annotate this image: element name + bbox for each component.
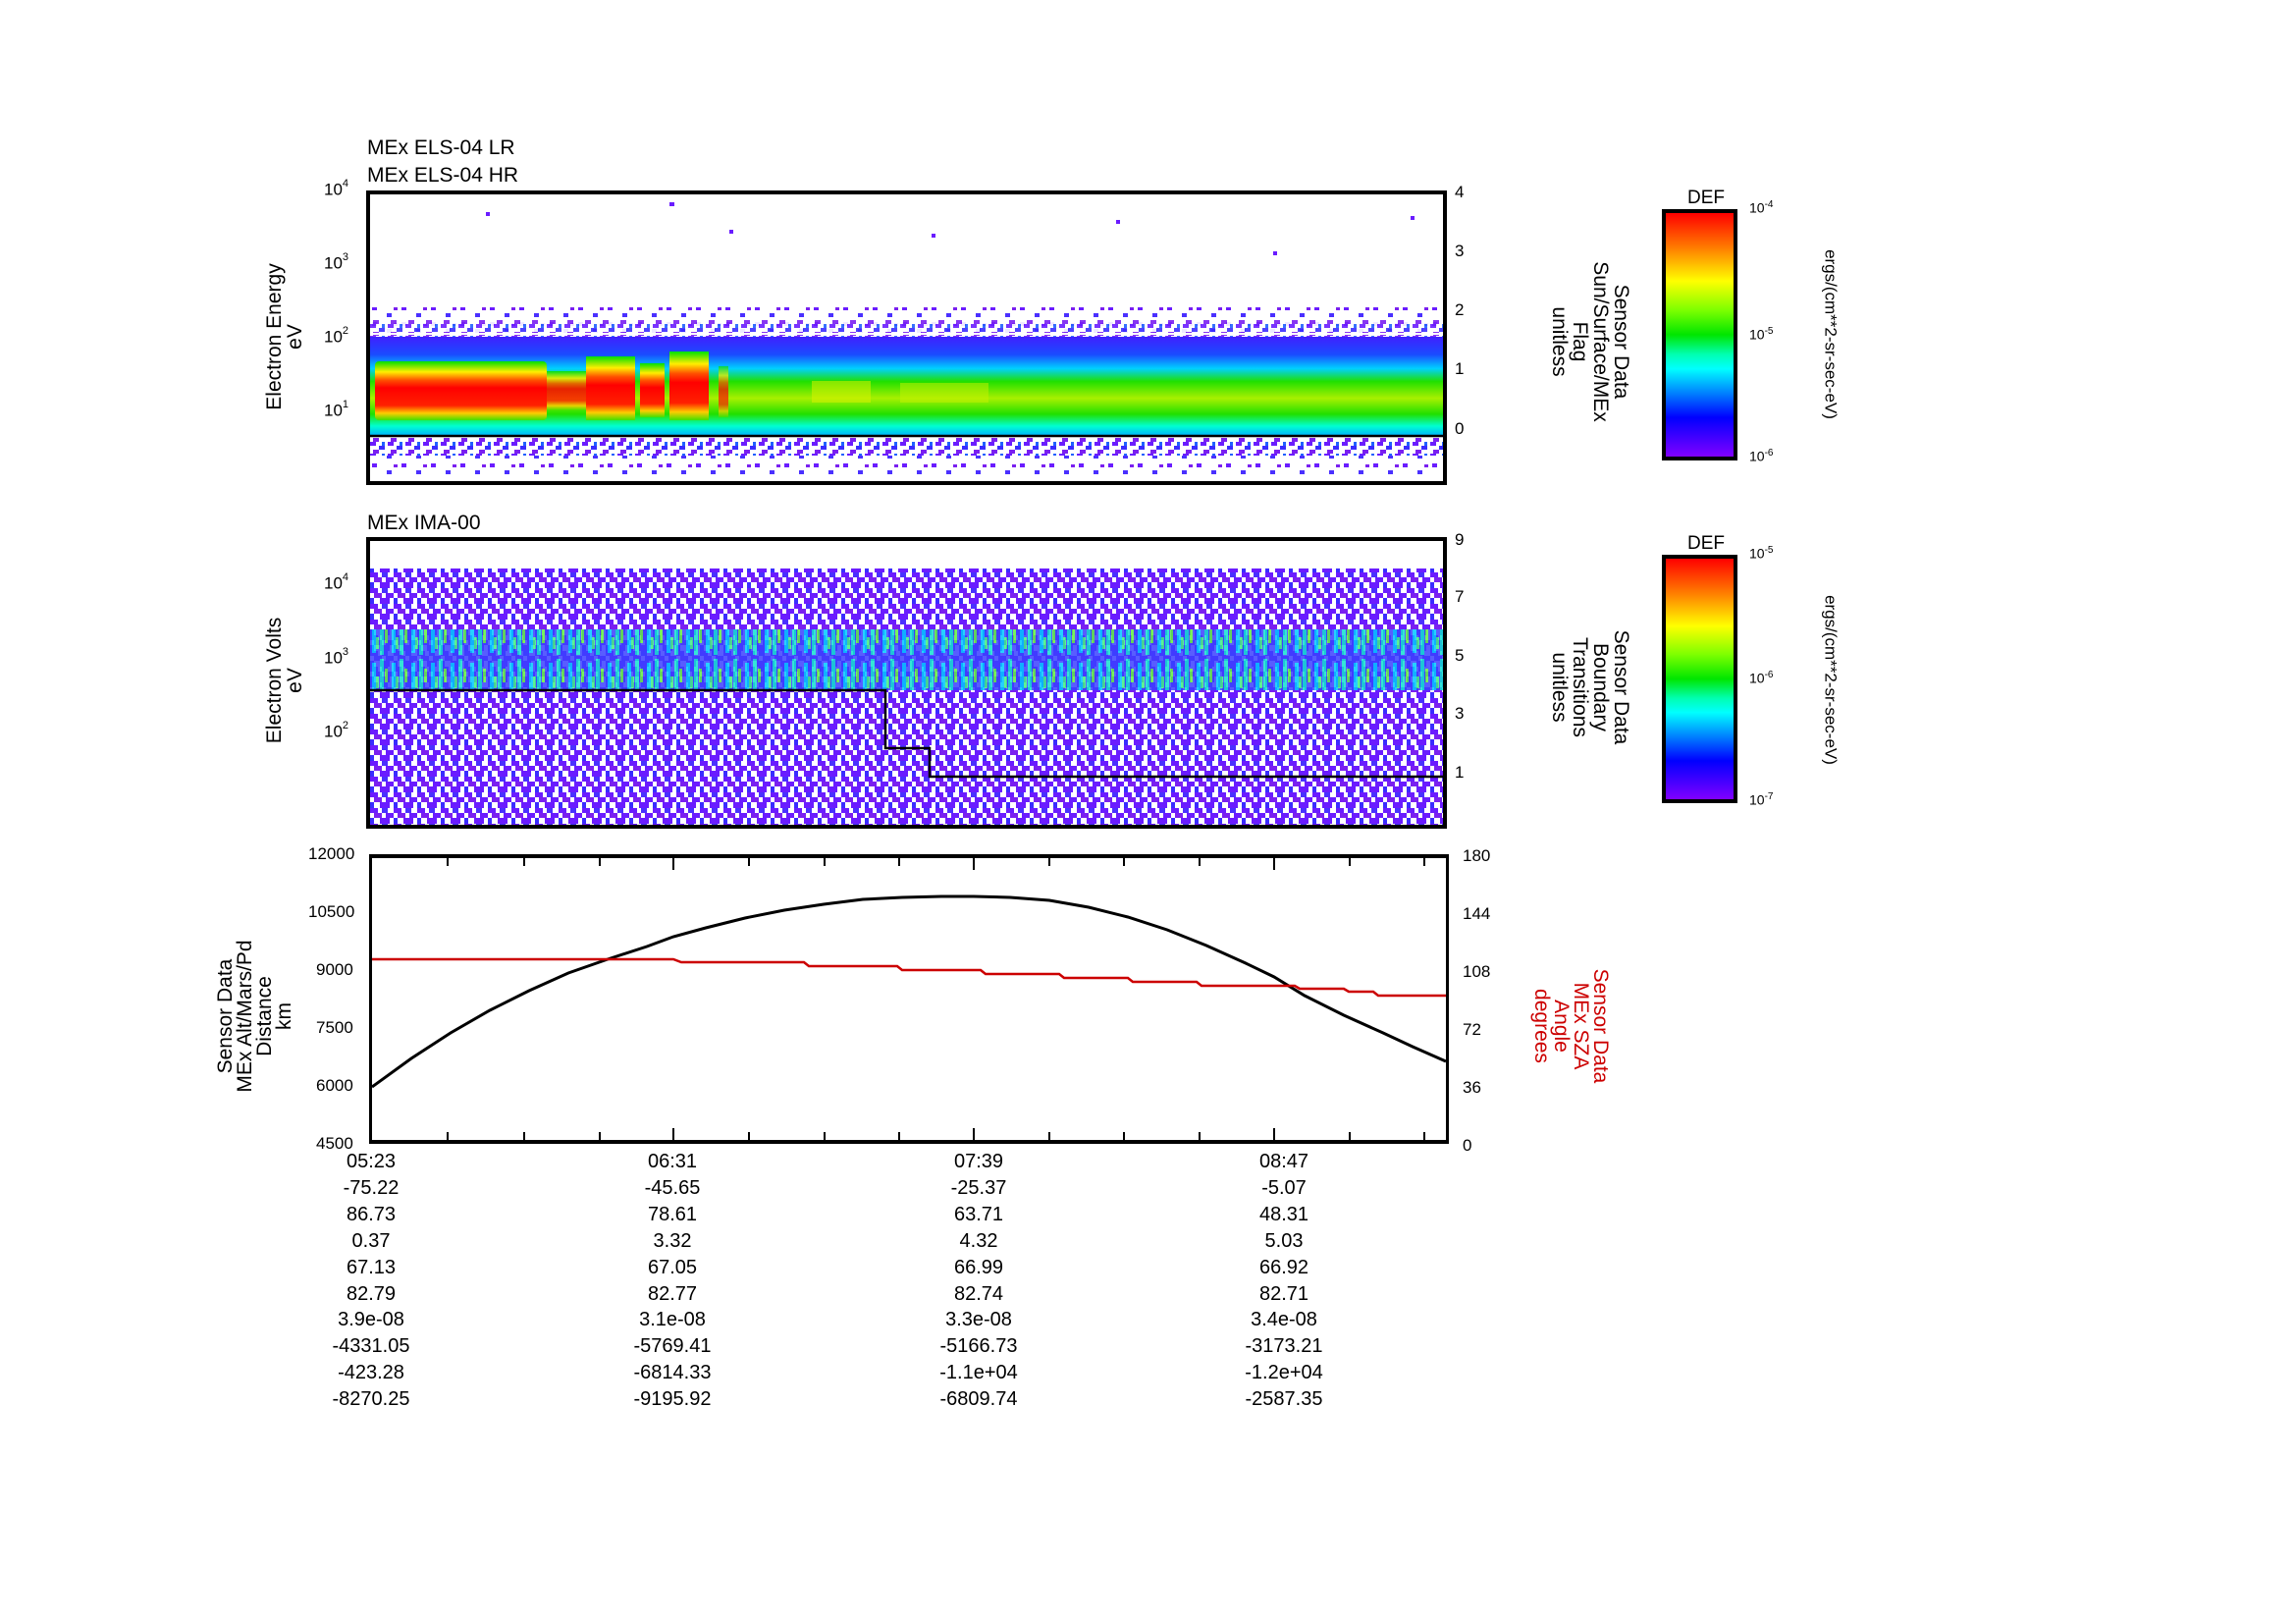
colorbar2-tick-top: 10-5 [1749,545,1774,562]
colorbar2 [1662,555,1737,803]
colorbar1-tick-mid: 10-5 [1749,326,1774,343]
sza-y2-axis-label: Sensor Data MEx SZA Angle degrees [1530,968,1612,1084]
els-y2-tick-3: 3 [1455,242,1465,260]
altitude-sza-panel [369,854,1449,1144]
els-y-tick-1e2: 102 [324,325,349,347]
els-hr-title: MEx ELS-04 HR [367,164,519,187]
ima-y2-tick-3: 3 [1455,704,1465,723]
alt-y-tick-4500: 4500 [316,1134,353,1153]
sza-y2-tick-144: 144 [1463,904,1491,923]
colorbar1 [1662,209,1737,460]
sza-y2-tick-180: 180 [1463,846,1491,865]
els-lr-title: MEx ELS-04 LR [367,136,515,159]
ima-y-tick-1e4: 104 [324,571,349,593]
sza-y2-tick-72: 72 [1463,1020,1481,1039]
alt-y-axis-label: Sensor Data MEx Alt/Mars/Pd Distance km [214,940,295,1093]
ima-y-tick-1e2: 102 [324,720,349,741]
sza-y2-tick-0: 0 [1463,1136,1472,1155]
colorbar1-tick-top: 10-4 [1749,199,1774,216]
alt-y-tick-7500: 7500 [316,1018,353,1037]
els-y-tick-1e4: 104 [324,178,349,199]
els-y2-tick-0: 0 [1455,419,1465,438]
ima-spectrogram-panel [366,537,1447,829]
els-spectrogram-panel [366,190,1447,485]
altitude-line [371,894,1447,1089]
colorbar2-tick-mid: 10-6 [1749,670,1774,686]
colorbar2-tick-bottom: 10-7 [1749,791,1774,808]
els-y2-tick-2: 2 [1455,300,1465,319]
els-y2-tick-4: 4 [1455,183,1465,201]
ima-y2-tick-7: 7 [1455,587,1465,606]
alt-y-tick-6000: 6000 [316,1076,353,1095]
els-spectrogram [370,202,1443,477]
els-y-tick-1e1: 101 [324,399,349,420]
altitude-sza-plot [371,858,1447,1140]
ima-y2-axis-label: Sensor Data Boundary Transitions unitless [1548,629,1632,745]
sza-y2-tick-36: 36 [1463,1078,1481,1097]
ima-y-axis-label: Electron Volts eV [263,617,306,744]
alt-y-tick-9000: 9000 [316,960,353,979]
colorbar1-units: ergs/(cm**2-sr-sec-eV) [1821,249,1841,419]
sza-y2-tick-108: 108 [1463,962,1491,981]
els-y-axis-label: Electron Energy eV [263,263,306,410]
ima-spectrogram [370,568,1443,825]
ima-y-tick-1e3: 103 [324,646,349,668]
colorbar1-tick-bottom: 10-6 [1749,448,1774,464]
ima-title: MEx IMA-00 [367,512,481,534]
ima-y2-tick-5: 5 [1455,646,1465,665]
ima-y2-tick-9: 9 [1455,530,1465,549]
els-y-tick-1e3: 103 [324,251,349,273]
alt-y-tick-12000: 12000 [308,844,355,863]
els-y2-axis-label: Sensor Data Sun/Surface/MEx Flag unitless [1548,261,1632,422]
sza-line [372,957,1446,998]
colorbar2-units: ergs/(cm**2-sr-sec-eV) [1821,595,1841,765]
alt-y-tick-10500: 10500 [308,902,355,921]
ima-y2-tick-1: 1 [1455,763,1465,782]
els-y2-tick-1: 1 [1455,359,1465,378]
colorbar1-title: DEF [1687,188,1725,208]
colorbar2-title: DEF [1687,533,1725,554]
